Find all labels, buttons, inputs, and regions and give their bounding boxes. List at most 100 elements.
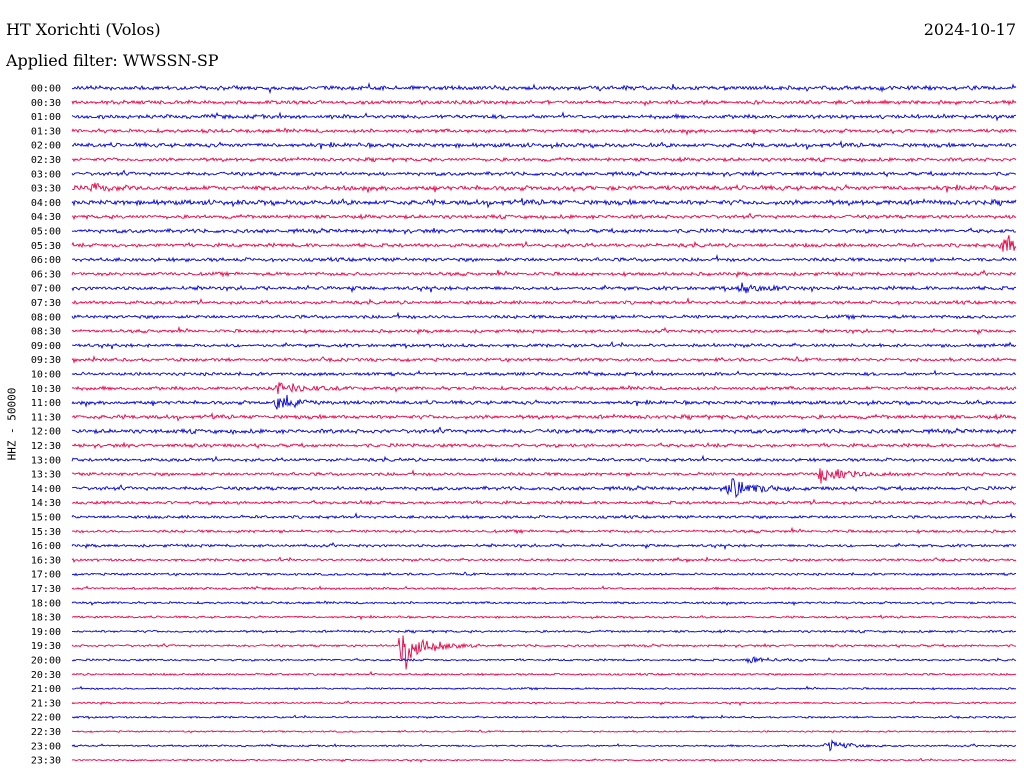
trace-line — [71, 556, 1017, 564]
station-title: HT Xorichti (Volos) — [6, 20, 161, 39]
trace-line — [71, 757, 1017, 763]
trace-line — [71, 412, 1017, 422]
trace-line — [71, 571, 1017, 577]
trace-line — [71, 325, 1017, 336]
row-time-label: 08:00 — [31, 312, 61, 323]
row-time-label: 01:00 — [31, 112, 61, 123]
row-time-label: 03:00 — [31, 169, 61, 180]
trace-line — [71, 140, 1017, 151]
trace-line — [71, 269, 1017, 279]
row-time-label: 16:30 — [31, 555, 61, 566]
trace-line — [71, 394, 1017, 410]
trace-line — [71, 477, 1017, 499]
row-time-label: 09:30 — [31, 355, 61, 366]
trace-line — [71, 635, 1017, 670]
row-time-label: 23:00 — [31, 741, 61, 752]
trace-line — [71, 235, 1017, 252]
trace-line — [71, 498, 1017, 506]
row-time-label: 08:30 — [31, 327, 61, 338]
row-time-label: 15:30 — [31, 527, 61, 538]
row-time-label: 16:00 — [31, 541, 61, 552]
trace-line — [71, 127, 1017, 137]
filter-label: Applied filter: WWSSN-SP — [6, 51, 219, 70]
row-time-label: 09:00 — [31, 341, 61, 352]
trace-line — [71, 369, 1017, 377]
trace-line — [71, 311, 1017, 321]
row-time-label: 18:30 — [31, 613, 61, 624]
date-label: 2024-10-17 — [923, 20, 1016, 39]
trace-line — [71, 254, 1017, 264]
row-time-label: 04:00 — [31, 198, 61, 209]
trace-line — [71, 354, 1017, 364]
trace-line — [71, 468, 1017, 484]
row-time-label: 13:00 — [31, 455, 61, 466]
row-time-label: 02:30 — [31, 155, 61, 166]
trace-line — [71, 227, 1017, 236]
trace-line — [71, 212, 1017, 221]
row-time-label: 03:30 — [31, 184, 61, 195]
trace-line — [71, 282, 1017, 294]
row-time-label: 22:30 — [31, 727, 61, 738]
row-time-label: 20:30 — [31, 670, 61, 681]
row-time-label: 00:00 — [31, 84, 61, 95]
row-time-label: 14:30 — [31, 498, 61, 509]
row-time-label: 06:00 — [31, 255, 61, 266]
trace-line — [71, 441, 1017, 450]
row-time-label: 14:00 — [31, 484, 61, 495]
trace-line — [71, 600, 1017, 607]
row-time-label: 17:00 — [31, 570, 61, 581]
row-time-label: 06:30 — [31, 269, 61, 280]
trace-line — [71, 656, 1017, 665]
row-time-label: 07:30 — [31, 298, 61, 309]
trace-line — [71, 81, 1017, 95]
row-time-label: 01:30 — [31, 126, 61, 137]
trace-line — [71, 700, 1017, 707]
trace-line — [71, 341, 1017, 350]
trace-line — [71, 454, 1017, 463]
trace-line — [71, 585, 1017, 591]
row-time-label: 21:30 — [31, 698, 61, 709]
row-time-label: 07:00 — [31, 284, 61, 295]
trace-line — [71, 169, 1017, 178]
row-time-label: 05:30 — [31, 241, 61, 252]
row-time-label: 13:30 — [31, 470, 61, 481]
trace-line — [71, 99, 1017, 107]
row-time-label: 19:30 — [31, 641, 61, 652]
trace-line — [71, 739, 1017, 752]
row-time-label: 12:30 — [31, 441, 61, 452]
trace-line — [71, 526, 1017, 535]
trace-line — [71, 512, 1017, 520]
trace-line — [71, 182, 1017, 193]
trace-line — [71, 382, 1017, 395]
row-time-label: 20:00 — [31, 656, 61, 667]
row-time-label: 02:00 — [31, 141, 61, 152]
row-time-label: 05:00 — [31, 227, 61, 238]
trace-line — [71, 629, 1017, 634]
row-time-label: 10:30 — [31, 384, 61, 395]
trace-line — [71, 426, 1017, 436]
row-time-label: 17:30 — [31, 584, 61, 595]
row-time-label: 12:00 — [31, 427, 61, 438]
trace-line — [71, 729, 1017, 734]
trace-line — [71, 296, 1017, 306]
trace-line — [71, 541, 1017, 551]
trace-line — [71, 614, 1017, 621]
row-time-label: 22:00 — [31, 713, 61, 724]
trace-line — [71, 197, 1017, 209]
row-time-label: 23:30 — [31, 756, 61, 767]
row-time-label: 11:30 — [31, 412, 61, 423]
trace-line — [71, 670, 1017, 677]
row-time-label: 15:00 — [31, 513, 61, 524]
row-time-label: 04:30 — [31, 212, 61, 223]
trace-line — [71, 685, 1017, 691]
row-time-label: 10:00 — [31, 370, 61, 381]
trace-line — [71, 714, 1017, 720]
row-time-label: 11:00 — [31, 398, 61, 409]
row-time-label: 19:00 — [31, 627, 61, 638]
trace-line — [71, 111, 1017, 122]
trace-line — [71, 156, 1017, 163]
row-time-label: 21:00 — [31, 684, 61, 695]
row-time-label: 18:00 — [31, 598, 61, 609]
row-time-label: 00:30 — [31, 98, 61, 109]
